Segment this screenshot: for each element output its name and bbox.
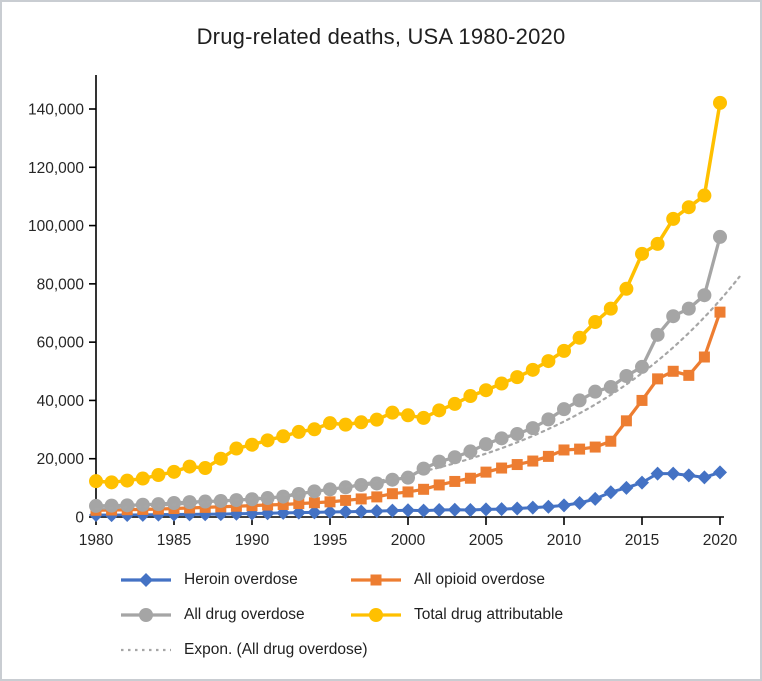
x-tick-label: 2015: [625, 532, 659, 549]
y-tick-label: 140,000: [28, 102, 84, 119]
x-tick-label: 2010: [547, 532, 582, 549]
y-tick-label: 20,000: [37, 451, 85, 468]
x-tick-label: 2005: [469, 532, 503, 549]
series-total-drug-attributable: [89, 95, 727, 490]
y-tick-label: 80,000: [37, 276, 85, 293]
y-tick-label: 100,000: [28, 218, 84, 235]
x-tick-label: 1995: [313, 532, 347, 549]
y-tick-label: 60,000: [37, 335, 85, 352]
y-tick-label: 0: [75, 510, 84, 527]
x-tick-label: 2000: [391, 532, 426, 549]
x-tick-label: 1990: [235, 532, 270, 549]
series-all-drug-overdose: [89, 229, 727, 513]
y-tick-label: 40,000: [37, 393, 85, 410]
chart-title: Drug-related deaths, USA 1980-2020: [196, 24, 566, 49]
x-tick-label: 1980: [79, 532, 114, 549]
x-tick-label: 1985: [157, 532, 191, 549]
x-tick-label: 2020: [703, 532, 738, 549]
series-expon-trendline: [94, 275, 741, 510]
y-tick-label: 120,000: [28, 160, 84, 177]
